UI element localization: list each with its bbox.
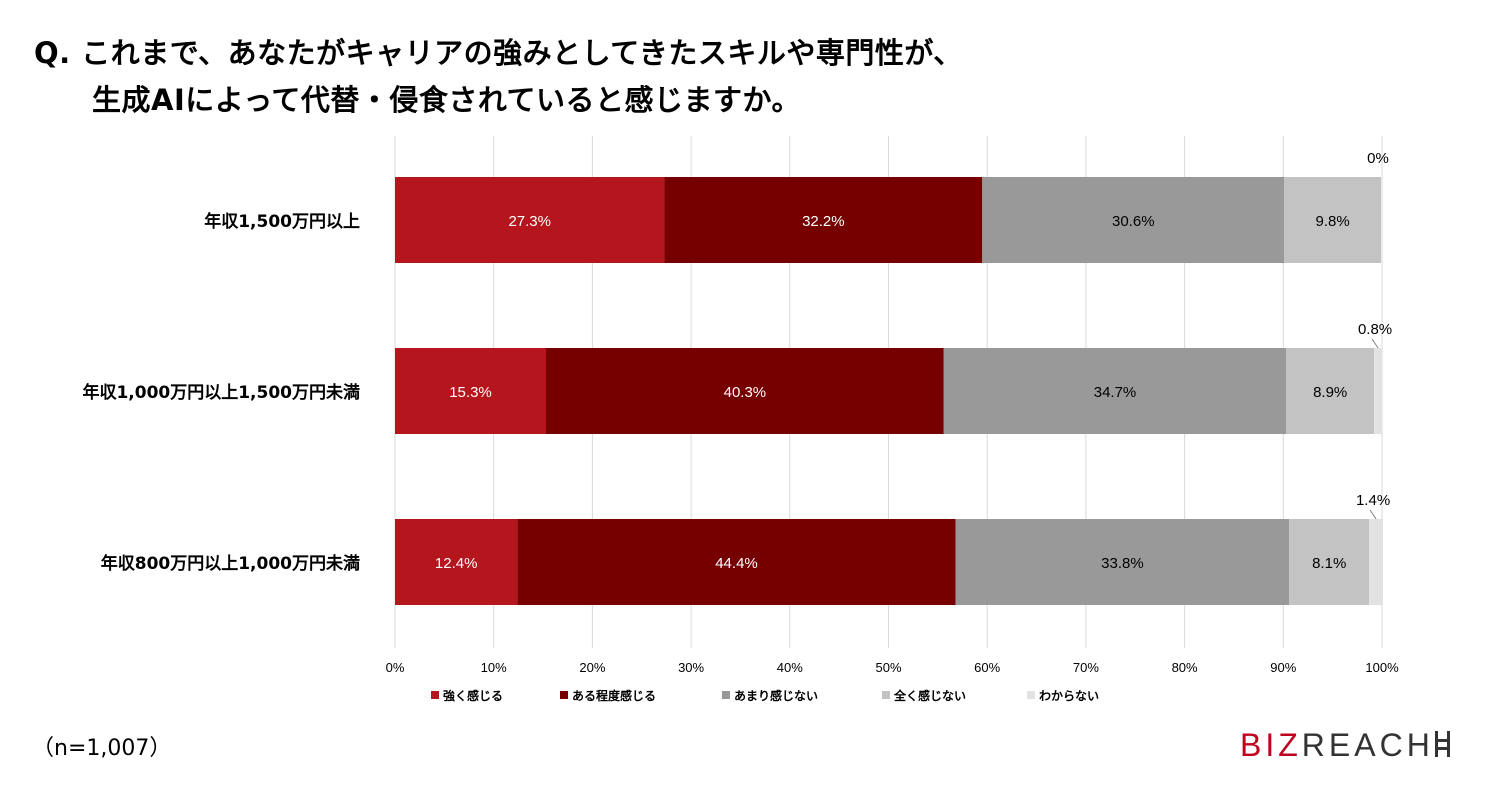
stacked-bar-chart: 27.3% 32.2% 30.6% 9.8% 0% 15.3% 40.3% 34.7% 8.9%… [82,136,1399,703]
data-label: 32.2% [802,213,845,230]
legend-swatch [882,691,890,699]
legend-label: わからない [1039,689,1099,703]
x-tick-label: 20% [579,660,605,675]
bar-segment [546,348,944,434]
category-label: 年収1,500万円以上 [204,211,360,232]
bar-segment [1289,519,1370,605]
legend: 強く感じる ある程度感じる あまり感じない 全く感じない わからない [431,688,1099,703]
logo-text-reach: REACH [1301,727,1434,763]
category-label: 年収800万円以上1,000万円未満 [101,553,360,574]
x-tick-label: 90% [1270,660,1296,675]
x-tick-label: 60% [974,660,1000,675]
bars [395,177,1383,605]
x-tick-label: 80% [1172,660,1198,675]
bar-segment [982,177,1285,263]
chart-title: Q. これまで、あなたがキャリアの強みとしてきたスキルや専門性が、 生成AIによ… [34,30,963,124]
data-label: 34.7% [1094,384,1137,401]
x-tick-label: 0% [386,660,405,675]
legend-swatch [431,691,439,699]
bar-segment [395,177,665,263]
legend-label: 全く感じない [893,688,966,703]
data-labels: 27.3% 32.2% 30.6% 9.8% 0% 15.3% 40.3% 34.7% 8.9%… [435,150,1392,572]
x-axis-ticks: 0% 10% 20% 30% 40% 50% 60% 70% 80% 90% 100% [386,660,1399,675]
bar-segment [395,519,518,605]
data-label: 12.4% [435,555,478,572]
data-label: 30.6% [1112,213,1155,230]
x-tick-label: 100% [1365,660,1399,675]
data-label: 40.3% [724,384,767,401]
x-tick-label: 50% [875,660,901,675]
bar-segment [517,519,956,605]
bar-segment [955,519,1290,605]
callout-data-label: 0.8% [1358,321,1392,338]
category-label: 年収1,000万円以上1,500万円未満 [82,382,360,403]
legend-swatch [722,691,730,699]
legend-swatch [1027,691,1035,699]
x-tick-label: 40% [777,660,803,675]
legend-label: 強く感じる [443,688,503,703]
bar-segment [1284,177,1382,263]
bar-segment [943,348,1287,434]
x-tick-label: 10% [481,660,507,675]
category-labels: 年収1,500万円以上年収1,000万円以上1,500万円未満年収800万円以上… [82,211,360,574]
bizreach-logo: BIZREACH [1240,727,1452,764]
title-line-2: 生成AIによって代替・侵食されていると感じますか。 [92,83,801,117]
data-label: 15.3% [449,384,492,401]
logo-mark-icon [1434,731,1450,757]
legend-label: あまり感じない [734,688,818,703]
data-label: 8.9% [1313,384,1347,401]
bar-segment [1369,519,1383,605]
bar-segment [1374,348,1382,434]
callout-leader-line [1371,338,1379,349]
callout-data-label: 0% [1367,150,1389,167]
legend-label: ある程度感じる [572,688,656,703]
data-label: 27.3% [508,213,551,230]
data-label: 8.1% [1312,555,1346,572]
sample-size-note: （n=1,007） [32,736,172,761]
data-label: 44.4% [715,555,758,572]
x-tick-label: 70% [1073,660,1099,675]
callout-data-label: 1.4% [1356,492,1390,509]
title-line-1: Q. これまで、あなたがキャリアの強みとしてきたスキルや専門性が、 [34,36,963,70]
logo-text-biz: BIZ [1240,727,1302,763]
bar-segment [1286,348,1375,434]
callout-leader-line [1369,509,1377,520]
bar-segment [664,177,983,263]
data-label: 9.8% [1316,213,1350,230]
legend-swatch [560,691,568,699]
x-tick-label: 30% [678,660,704,675]
bar-segment [395,348,547,434]
data-label: 33.8% [1101,555,1144,572]
